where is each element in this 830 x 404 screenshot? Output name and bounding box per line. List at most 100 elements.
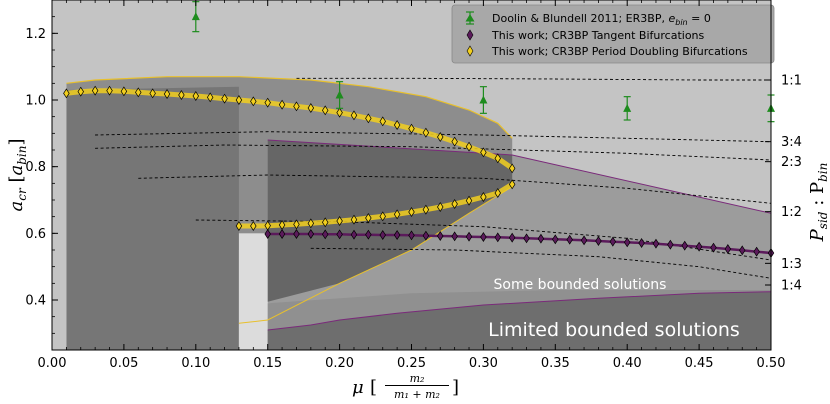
x-tick-label: 0.50: [757, 356, 786, 371]
resonance-label: 3:4: [781, 135, 802, 150]
region-label-some-bounded: Some bounded solutions: [494, 277, 667, 293]
period-doubling-point: [494, 188, 501, 198]
x-tick-label: 0.30: [469, 356, 498, 371]
tangent-point: [393, 230, 401, 240]
x-tick-label: 0.40: [613, 356, 642, 371]
period-doubling-point: [250, 96, 257, 107]
tangent-point: [264, 229, 271, 239]
y-tick-label: 0.8: [25, 160, 46, 175]
period-doubling-point: [408, 123, 415, 134]
legend-entry-doolin: Doolin & Blundell 2011; ER3BP, ebin = 0: [465, 11, 711, 27]
legend: Doolin & Blundell 2011; ER3BP, ebin = 0 …: [451, 4, 775, 64]
period-doubling-point: [465, 195, 473, 206]
tangent-point: [580, 235, 588, 246]
period-doubling-point: [163, 89, 171, 99]
period-doubling-point: [293, 101, 300, 112]
period-doubling-point: [437, 202, 444, 212]
resonance-label: 1:4: [781, 279, 802, 294]
tangent-point: [609, 236, 617, 247]
stability-regions: [52, 0, 771, 350]
period-doubling-point: [379, 211, 386, 222]
mid-dark-region: [238, 140, 513, 324]
period-doubling-point: [480, 147, 487, 158]
y-axis-title: acr [abin]: [6, 139, 29, 212]
resonance-label: 2:3: [781, 155, 802, 170]
tangent-point: [465, 231, 473, 242]
x-tick-label: 0.05: [109, 356, 138, 371]
period-doubling-point: [278, 99, 286, 110]
tangent-point: [724, 244, 732, 254]
region-label-limited-bounded: Limited bounded solutions: [488, 319, 740, 341]
period-doubling-point: [206, 92, 214, 103]
period-doubling-point: [235, 95, 243, 105]
tangent-point: [494, 232, 501, 243]
period-doubling-point: [451, 199, 458, 209]
tangent-point: [336, 229, 343, 240]
purple-diamond-icon: [466, 29, 474, 41]
period-doubling-point: [422, 127, 430, 138]
period-doubling-point: [178, 90, 185, 100]
tangent-point: [480, 232, 487, 242]
tangent-point: [508, 232, 516, 243]
period-doubling-point: [135, 87, 142, 98]
period-doubling-point: [393, 209, 401, 220]
y-tick-label: 0.6: [25, 227, 46, 242]
period-doubling-point: [264, 97, 271, 108]
period-doubling-point: [322, 105, 329, 116]
svg-text:Doolin & Blundell 2011; ER3BP,: Doolin & Blundell 2011; ER3BP, ebin = 0: [492, 12, 711, 27]
period-doubling-point: [77, 86, 84, 97]
tangent-point: [667, 239, 674, 250]
tangent-point: [365, 229, 372, 240]
period-doubling-point: [393, 120, 401, 130]
tangent-point: [695, 241, 703, 252]
tangent-point: [379, 230, 386, 240]
period-doubling-point: [192, 91, 200, 101]
svg-text:m₁ + m₂: m₁ + m₂: [394, 388, 440, 401]
tangent-point: [350, 229, 358, 240]
doolin-point: [335, 81, 344, 109]
x-tick-label: 0.10: [181, 356, 210, 371]
resonance-line-1: [296, 77, 771, 81]
x-tick-label: 0.45: [685, 356, 714, 371]
x-tick-label: 0.25: [397, 356, 426, 371]
y-tick-label: 1.2: [25, 27, 46, 42]
period-doubling-point: [508, 163, 516, 174]
period-doubling-point: [63, 88, 70, 99]
period-doubling-point: [336, 216, 343, 226]
yellow-diamond-icon: [466, 45, 474, 57]
resonance-label: 1:1: [781, 74, 802, 89]
period-doubling-point: [465, 141, 473, 152]
period-doubling-point: [91, 85, 99, 96]
x-axis-title: μ [ m₂ m₁ + m₂ ]: [352, 372, 459, 401]
period-doubling-point: [508, 179, 516, 190]
purple-bottom-line: [267, 291, 771, 331]
period-doubling-point: [336, 107, 343, 118]
legend-entry-period-doubling: This work; CR3BP Period Doubling Bifurca…: [466, 45, 748, 58]
x-tick-label: 0.20: [325, 356, 354, 371]
period-doubling-point: [235, 221, 243, 231]
tangent-point: [437, 231, 444, 241]
tangent-point: [278, 229, 286, 239]
svg-text:This work; CR3BP Period Doubli: This work; CR3BP Period Doubling Bifurca…: [491, 45, 748, 58]
svg-text:m₂: m₂: [410, 372, 425, 385]
doolin-point: [623, 96, 632, 121]
doolin-marker: [479, 95, 488, 104]
tangent-point: [552, 234, 559, 245]
period-doubling-point: [437, 132, 444, 142]
tangent-point: [638, 238, 645, 248]
tangent-point: [681, 240, 688, 251]
resonance-line-6: [310, 247, 771, 279]
x-tick-label: 0.35: [541, 356, 570, 371]
tangent-point: [623, 237, 631, 248]
period-doubling-point: [350, 214, 358, 225]
right-axis-title: Psid : Pbin: [807, 163, 830, 243]
period-doubling-point: [451, 136, 458, 147]
doolin-marker: [191, 12, 200, 21]
period-doubling-point: [322, 217, 329, 228]
period-doubling-point: [350, 110, 358, 121]
resonance-label: 1:2: [781, 205, 802, 220]
period-doubling-point: [106, 85, 113, 96]
x-tick-label: 0.15: [253, 356, 282, 371]
period-doubling-point: [120, 86, 128, 97]
